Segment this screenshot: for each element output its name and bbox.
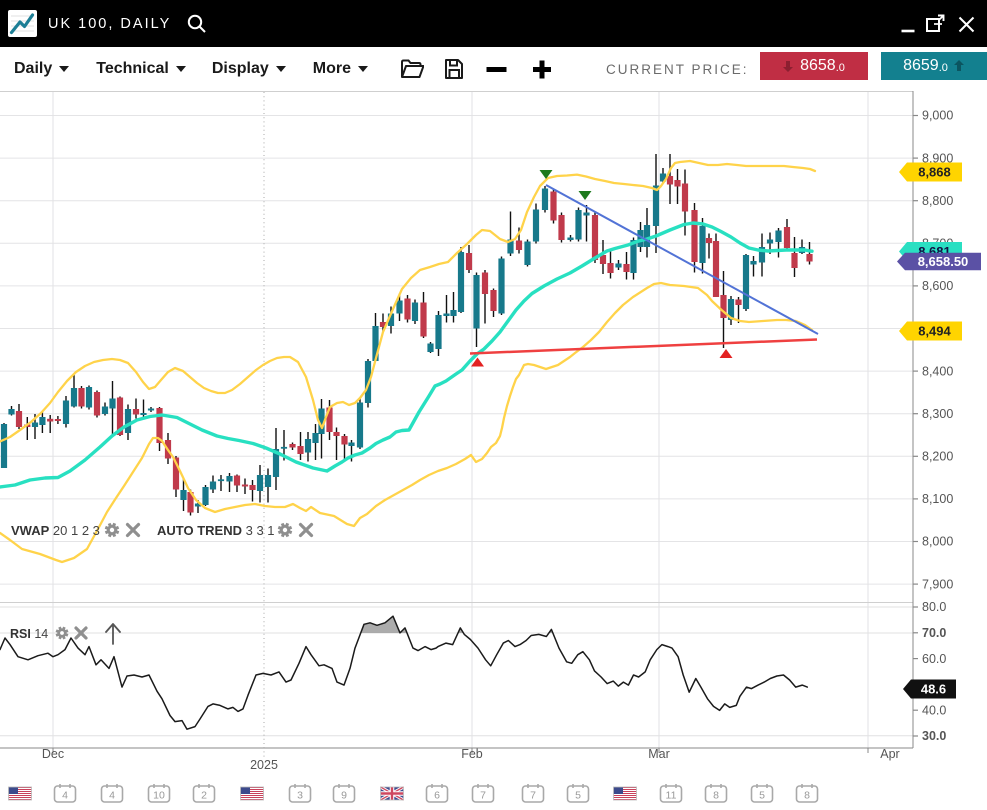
svg-text:RSI 14: RSI 14 — [10, 627, 48, 641]
svg-text:80.0: 80.0 — [922, 600, 946, 614]
svg-text:8,900: 8,900 — [922, 151, 953, 165]
svg-text:48.6: 48.6 — [921, 682, 946, 697]
svg-text:40.0: 40.0 — [922, 703, 946, 717]
svg-text:60.0: 60.0 — [922, 652, 946, 666]
svg-text:7,900: 7,900 — [922, 577, 953, 591]
svg-text:7: 7 — [480, 790, 486, 802]
svg-text:8,100: 8,100 — [922, 492, 953, 506]
svg-text:11: 11 — [666, 790, 677, 802]
svg-text:4: 4 — [62, 790, 68, 802]
svg-text:8,300: 8,300 — [922, 407, 953, 421]
svg-text:Mar: Mar — [648, 747, 670, 761]
svg-text:70.0: 70.0 — [922, 626, 946, 640]
svg-text:8,494: 8,494 — [918, 324, 951, 339]
svg-text:8,658.50: 8,658.50 — [918, 254, 969, 269]
svg-text:4: 4 — [109, 790, 115, 802]
svg-text:2025: 2025 — [250, 758, 278, 772]
svg-text:9: 9 — [341, 790, 347, 802]
svg-text:3: 3 — [297, 790, 303, 802]
svg-text:2: 2 — [201, 790, 207, 802]
svg-text:8: 8 — [713, 790, 719, 802]
svg-text:AUTO TREND 3 3 1: AUTO TREND 3 3 1 — [157, 523, 275, 538]
svg-text:30.0: 30.0 — [922, 729, 946, 743]
svg-text:7: 7 — [530, 790, 536, 802]
svg-text:9,000: 9,000 — [922, 109, 953, 123]
svg-text:Feb: Feb — [461, 747, 483, 761]
svg-text:VWAP 20 1 2 3: VWAP 20 1 2 3 — [11, 523, 100, 538]
svg-text:8,000: 8,000 — [922, 535, 953, 549]
svg-text:8: 8 — [804, 790, 810, 802]
svg-text:Apr: Apr — [880, 747, 899, 761]
svg-text:6: 6 — [434, 790, 440, 802]
svg-text:5: 5 — [575, 790, 581, 802]
svg-text:8,200: 8,200 — [922, 450, 953, 464]
svg-text:8,868: 8,868 — [918, 165, 951, 180]
svg-text:5: 5 — [759, 790, 765, 802]
svg-text:8,400: 8,400 — [922, 364, 953, 378]
svg-text:Dec: Dec — [42, 747, 64, 761]
svg-text:8,600: 8,600 — [922, 279, 953, 293]
svg-text:10: 10 — [153, 790, 165, 802]
svg-text:8,800: 8,800 — [922, 194, 953, 208]
